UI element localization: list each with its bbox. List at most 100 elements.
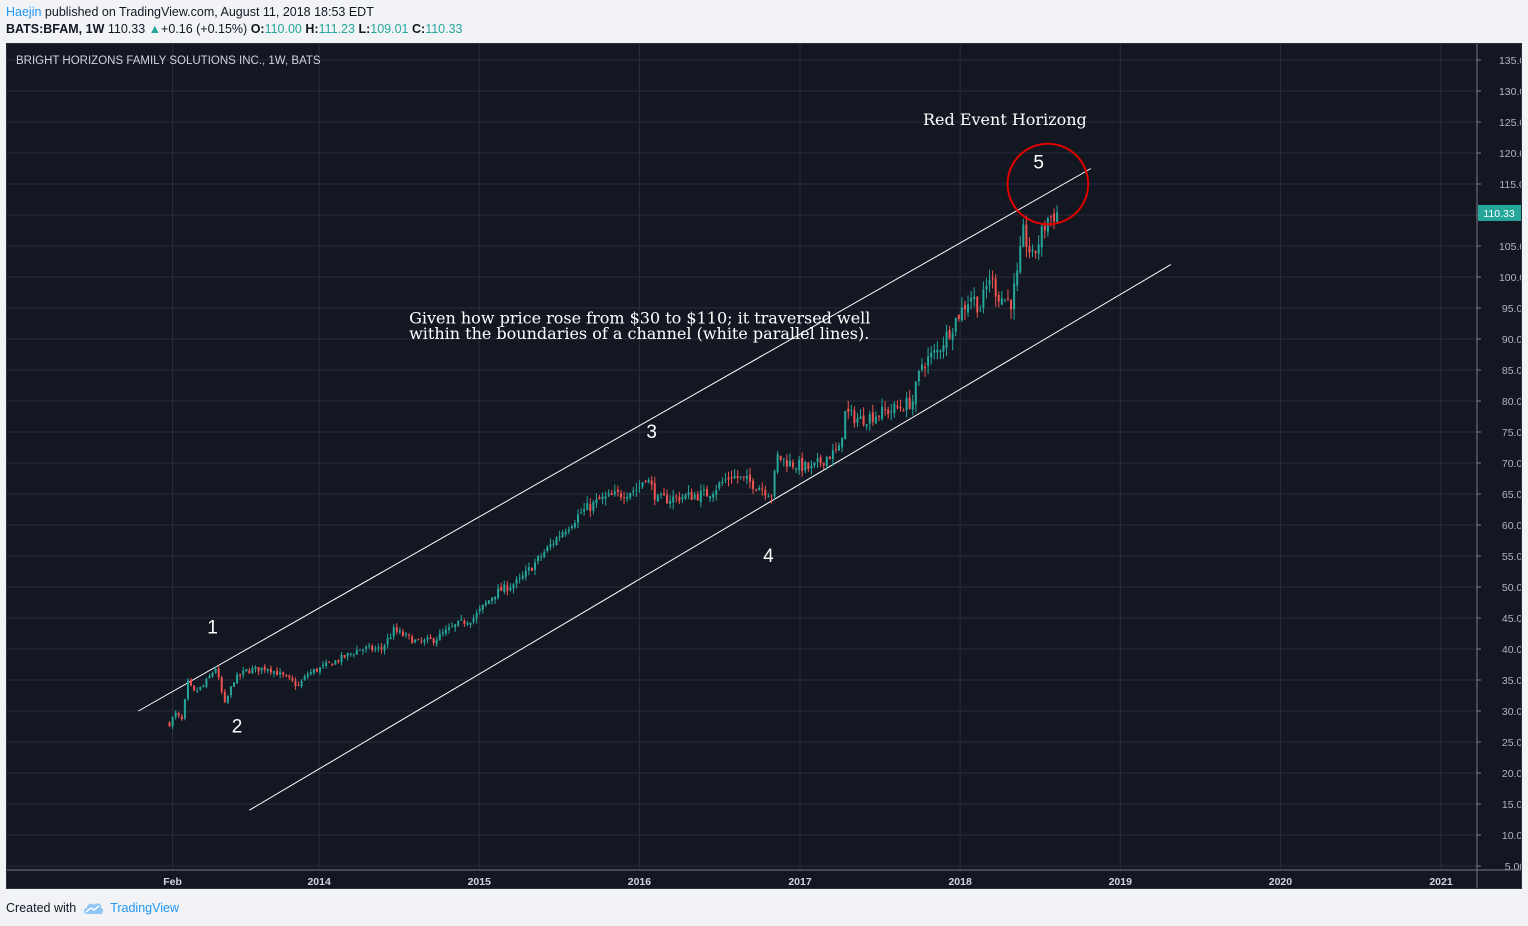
y-tick-label: 5.00 <box>1505 861 1521 873</box>
y-tick-label: 60.00 <box>1502 520 1521 532</box>
candle-body <box>616 489 619 493</box>
candle-body <box>586 503 589 511</box>
candle-body <box>540 556 543 558</box>
candle-body <box>1049 216 1052 218</box>
candle-body <box>454 624 457 628</box>
annotation-note-line-1: Given how price rose from $30 to $110; i… <box>409 309 870 328</box>
candle-body <box>497 588 500 598</box>
candle-body <box>312 669 315 674</box>
y-tick-label: 90.00 <box>1502 334 1521 346</box>
y-tick-label: 30.00 <box>1502 706 1521 718</box>
candle-body <box>478 608 481 612</box>
close-label: C: <box>411 22 426 36</box>
candle-body <box>177 713 180 716</box>
y-tick-label: 115.00 <box>1499 179 1521 191</box>
tradingview-link[interactable]: TradingView <box>82 900 179 916</box>
candle-body <box>426 637 429 640</box>
y-tick-label: 130.00 <box>1499 86 1521 98</box>
candle-body <box>411 636 414 644</box>
y-tick-label: 45.00 <box>1502 613 1521 625</box>
x-tick-label: 2018 <box>948 876 972 888</box>
candle-body <box>272 671 275 674</box>
candle-body <box>1019 246 1022 273</box>
candle-body <box>985 285 988 290</box>
author-link[interactable]: Haejin <box>6 5 42 19</box>
channel-line-lower[interactable] <box>249 264 1171 811</box>
annotation-label-2: 2 <box>232 717 243 738</box>
candle-body <box>401 631 404 636</box>
y-tick-label: 65.00 <box>1502 489 1521 501</box>
candle-body <box>460 619 463 621</box>
candle-body <box>223 691 226 703</box>
chart-panel[interactable]: 135.00 130.00 125.00 120.00 115.00 1 10.00 105.… <box>6 43 1522 889</box>
candle-body <box>911 401 914 410</box>
candle-body <box>988 280 991 285</box>
candle-body <box>791 462 794 468</box>
candle-body <box>534 562 537 570</box>
candle-body <box>629 492 632 498</box>
candle-body <box>199 686 202 690</box>
candle-body <box>920 364 923 370</box>
candle-body <box>319 667 322 672</box>
candle-body <box>524 570 527 577</box>
candle-body <box>853 410 856 424</box>
candle-body <box>211 672 214 677</box>
candle-body <box>647 479 650 483</box>
high-label: H: <box>305 22 319 36</box>
y-tick-label: 105.00 <box>1499 241 1521 253</box>
y-tick-label: 10.00 <box>1502 830 1521 842</box>
candle-body <box>702 489 705 491</box>
candle-body <box>672 496 675 503</box>
channel-line-upper[interactable] <box>138 168 1092 712</box>
candle-body <box>736 476 739 478</box>
candle-body <box>300 681 303 687</box>
annotation-label-5: 5 <box>1033 153 1044 174</box>
candle-body <box>205 679 208 687</box>
candle-body <box>451 626 454 628</box>
last-price-label: 110.33 <box>1483 208 1514 220</box>
candle-body <box>632 490 635 493</box>
last-price: 110.33 <box>107 22 146 36</box>
candle-body <box>973 296 976 299</box>
candle-body <box>334 660 337 665</box>
candle-body <box>475 612 478 619</box>
candle-body <box>807 463 810 469</box>
candle-body <box>546 546 549 552</box>
candle-body <box>239 674 242 676</box>
candle-body <box>322 664 325 667</box>
candle-body <box>392 627 395 637</box>
price-chart[interactable]: 135.00 130.00 125.00 120.00 115.00 1 10.00 105.… <box>7 44 1521 888</box>
candle-body <box>202 685 205 687</box>
x-tick-label: 2021 <box>1429 876 1453 888</box>
x-tick-label: Feb <box>163 876 182 888</box>
candle-body <box>779 455 782 460</box>
candle-body <box>896 405 899 408</box>
annotation-label-3: 3 <box>646 422 657 443</box>
candle-body <box>558 536 561 538</box>
red-circle-annotation[interactable] <box>1006 142 1090 226</box>
candle-body <box>844 410 847 440</box>
candle-body <box>822 462 825 466</box>
candle-body <box>288 675 291 678</box>
tradingview-cloud-icon <box>84 903 104 914</box>
candle-body <box>484 602 487 606</box>
candle-body <box>782 458 785 460</box>
candle-body <box>604 496 607 499</box>
candle-body <box>705 489 708 497</box>
candle-body <box>1034 250 1037 253</box>
candle-body <box>979 310 982 312</box>
candle-body <box>960 307 963 321</box>
candle-body <box>656 495 659 502</box>
candle-body <box>417 639 420 641</box>
candle-body <box>755 489 758 491</box>
candle-body <box>398 630 401 633</box>
candle-body <box>951 332 954 340</box>
candle-body <box>927 356 930 366</box>
candle-body <box>193 685 196 691</box>
candle-body <box>690 492 693 501</box>
low-label: L: <box>358 22 371 36</box>
candle-body <box>248 670 251 674</box>
candle-body <box>764 489 767 496</box>
candle-body <box>343 655 346 658</box>
y-tick-label: 15.00 <box>1502 799 1521 811</box>
